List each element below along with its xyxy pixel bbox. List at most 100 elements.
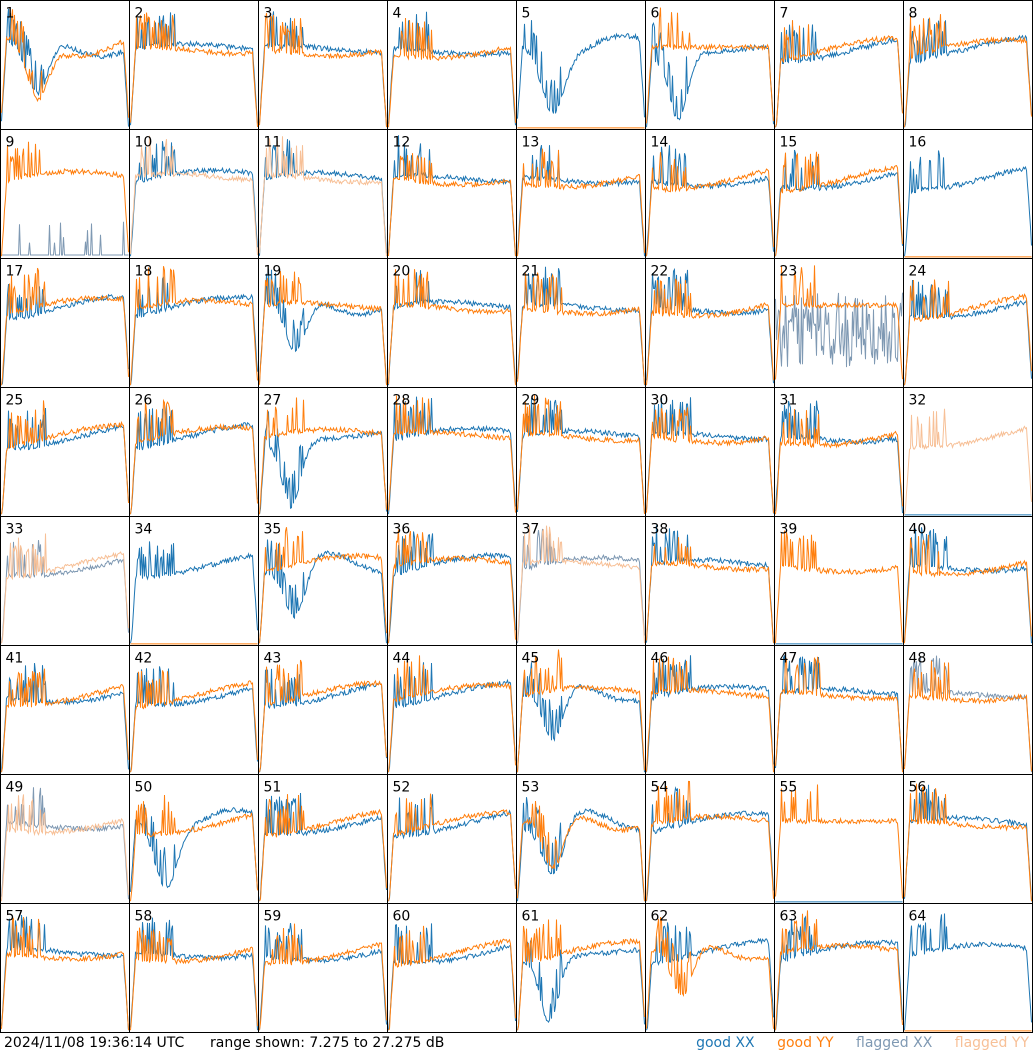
panel-52: 52 [387,774,517,904]
panel-1-yy-line [1,9,129,118]
panel-12-yy-line [388,153,516,257]
panel-label: 12 [393,135,411,151]
panel-label: 39 [780,522,798,538]
panel-frame [903,387,1033,517]
panel-37-xx-line [517,528,645,644]
panel-label: 31 [780,393,798,409]
panel-17: 17 [0,258,130,388]
panel-8: 8 [903,0,1033,130]
panel-frame [903,645,1033,775]
panel-56: 56 [903,774,1033,904]
panel-42-xx-line [130,666,258,773]
panel-20-yy-line [388,269,516,386]
panel-frame [258,129,388,259]
panel-23: 23 [774,258,904,388]
panel-label: 15 [780,135,798,151]
panel-label: 37 [522,522,540,538]
panel-34-xx-line [130,541,258,644]
panel-63-yy-line [775,910,903,1031]
panel-61-xx-line [517,940,645,1031]
panel-label: 57 [6,909,24,925]
panel-9-yy-line [1,141,129,257]
panel-frame [516,645,646,775]
panel-59: 59 [258,903,388,1033]
panel-4: 4 [387,0,517,130]
panel-label: 1 [6,6,15,22]
panel-54: 54 [645,774,775,904]
panel-45: 45 [516,645,646,775]
panel-label: 56 [909,780,927,796]
panel-22-yy-line [646,278,774,386]
panel-10-yy-line [130,135,258,256]
panel-label: 41 [6,651,24,667]
panel-38-xx-line [646,525,774,644]
panel-label: 50 [135,780,153,796]
panel-label: 47 [780,651,798,667]
panel-54-yy-line [646,780,774,901]
panel-19-yy-line [259,271,387,386]
panel-54-xx-line [646,786,774,902]
panel-label: 16 [909,135,927,151]
panel-35-xx-line [259,539,387,644]
panel-label: 7 [780,6,789,22]
panel-42-yy-line [130,670,258,773]
panel-label: 48 [909,651,927,667]
panel-48-yy-line [904,660,1032,772]
panel-33-yy-line [1,533,129,644]
panel-52-yy-line [388,793,516,902]
panel-56-xx-line [904,784,1032,902]
panel-8-xx-line [904,18,1032,128]
panel-label: 62 [651,909,669,925]
panel-26: 26 [129,387,259,517]
panel-frame [645,258,775,388]
panel-61-yy-line [517,919,645,1031]
panel-44: 44 [387,645,517,775]
panel-6-yy-line [646,7,774,124]
panel-41-yy-line [1,668,129,773]
legend-item-good-xx: good XX [696,1035,755,1051]
panel-50-xx-line [130,803,258,892]
panel-13-xx-line [517,144,645,257]
panel-frame [0,774,130,904]
panel-64: 64 [903,903,1033,1033]
panel-58-yy-line [130,927,258,1031]
panel-48: 48 [903,645,1033,775]
panel-label: 26 [135,393,153,409]
panel-label: 52 [393,780,411,796]
panel-26-yy-line [130,398,258,515]
panel-45-yy-line [517,649,645,773]
panel-frame [903,0,1033,130]
panel-frame [774,0,904,130]
panel-23-yy-line [775,265,903,380]
panel-61: 61 [516,903,646,1033]
panel-28-yy-line [388,395,516,513]
panel-11-xx-line [259,139,387,256]
panel-label: 35 [264,522,282,538]
panel-frame [645,129,775,259]
panel-label: 13 [522,135,540,151]
panel-53-xx-line [517,797,645,902]
legend: good XX good YY flagged XX flagged YY [678,1034,1029,1053]
panel-label: 23 [780,264,798,280]
panel-5: 5 [516,0,646,130]
panel-42: 42 [129,645,259,775]
panel-34: 34 [129,516,259,646]
panel-9: 9 [0,129,130,259]
panel-label: 38 [651,522,669,538]
panel-6: 6 [645,0,775,130]
panel-41: 41 [0,645,130,775]
panel-50-yy-line [130,794,258,902]
panel-label: 58 [135,909,153,925]
panel-label: 30 [651,393,669,409]
panel-39-yy-line [775,530,903,644]
panel-frame [0,0,130,130]
panel-23-xx-line [775,292,903,368]
panel-2: 2 [129,0,259,130]
panel-18-xx-line [130,276,258,386]
range-label: range shown: 7.275 to 27.275 dB [210,1035,445,1051]
panel-label: 18 [135,264,153,280]
panel-27-yy-line [259,397,387,515]
panel-39: 39 [774,516,904,646]
panel-label: 27 [264,393,282,409]
panel-label: 32 [909,393,927,409]
